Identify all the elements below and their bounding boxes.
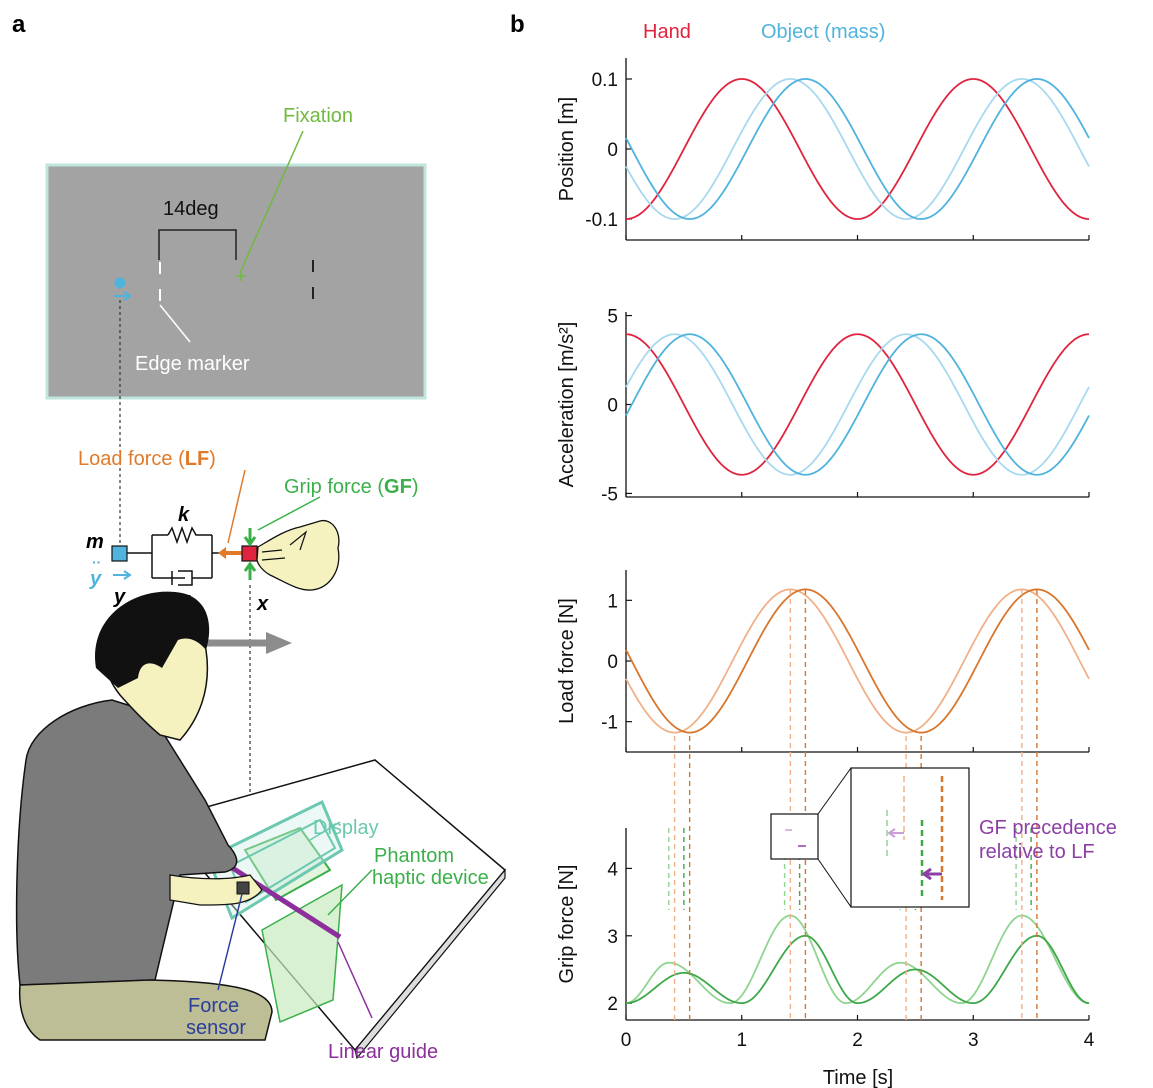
panel-b-letter: b [510, 11, 525, 38]
y-tick-label: -0.1 [585, 210, 618, 231]
y-axis-label: Position [m] [556, 97, 578, 201]
display-screen [45, 163, 427, 400]
inset-small-box [770, 813, 819, 860]
series-line-1 [625, 914, 1090, 1005]
force-sensor-label-line2: sensor [186, 1017, 246, 1039]
x-tick-label: 1 [736, 1030, 747, 1051]
subject-torso [15, 699, 238, 986]
load-force-prefix: Load force ( [78, 448, 185, 470]
object-dot [114, 277, 126, 289]
y-tick-label: -1 [601, 713, 618, 734]
series-line-1 [625, 588, 1090, 734]
x-tick-label: 4 [1084, 1030, 1095, 1051]
series-line-1 [625, 78, 1090, 220]
y-axis-label: Acceleration [m/s²] [556, 322, 578, 488]
x-tick-label: 2 [852, 1030, 863, 1051]
y-tick-label: 3 [607, 927, 618, 948]
hand-icon [256, 519, 340, 591]
y-tick-label: 0 [607, 652, 618, 673]
y-axis-label: Load force [N] [556, 598, 578, 724]
force-sensor-pointer [217, 893, 243, 991]
series-line-2 [625, 333, 1090, 476]
edge-marker-pointer [159, 304, 191, 343]
display-label: Display [313, 817, 379, 839]
angle-bracket [158, 229, 237, 260]
spring-icon [167, 525, 212, 545]
plot-area: 0.1 0 -0.1 Position [m] 5 0 -5 Acceleration [m/… [556, 58, 1095, 1051]
subplot-1: 0.1 0 -0.1 Position [m] [556, 58, 1090, 241]
series-line-2 [625, 78, 1090, 220]
angle-label: 14deg [163, 198, 219, 220]
y-tick-label: 1 [607, 591, 618, 612]
phantom-device [261, 883, 343, 1024]
fixation-cross-icon: + [235, 266, 247, 288]
grip-force-arrow-down-icon [243, 528, 257, 547]
grip-force-abbr: GF [384, 476, 412, 498]
subplot-4: 4 3 2 Grip force [N] [556, 828, 1090, 1021]
edge-marker-label: Edge marker [135, 353, 250, 375]
grip-force-label: Grip force (GF) [284, 476, 418, 498]
grip-force-prefix: Grip force ( [284, 476, 384, 498]
series-line-2 [625, 934, 1090, 1005]
inset-label-line1: GF precedence [979, 817, 1117, 839]
y-tick-label: 4 [607, 859, 618, 880]
svg-text:··: ·· [92, 554, 101, 570]
grip-force-suffix: ) [412, 476, 419, 498]
series-line-3 [625, 78, 1090, 220]
spring-symbol: k [178, 504, 190, 526]
y-axis-label: Grip force [N] [556, 865, 578, 984]
x-symbol: x [256, 593, 269, 615]
y-tick-label: 0 [607, 396, 618, 417]
x-tick-label: 3 [968, 1030, 979, 1051]
y-ddot-symbol: y [89, 568, 102, 590]
y-tick-label: 0.1 [592, 70, 618, 91]
series-line-3 [625, 333, 1090, 476]
legend-object: Object (mass) [761, 21, 885, 43]
subject-legs [18, 979, 273, 1041]
hand-block [241, 545, 258, 562]
x-tick-label: 0 [621, 1030, 632, 1051]
legend-hand: Hand [643, 21, 691, 43]
subplot-3: 1 0 -1 Load force [N] [556, 570, 1090, 753]
y-tick-label: 2 [607, 994, 618, 1015]
grip-force-arrow-up-icon [243, 561, 257, 580]
y-tick-label: 0 [607, 140, 618, 161]
precedence-inset: GF precedence relative to LF [770, 767, 1117, 908]
panel-a-letter: a [12, 11, 26, 38]
damper-icon [171, 570, 212, 586]
phantom-label-line2: haptic device [372, 867, 489, 889]
mass-symbol: m [86, 531, 104, 553]
force-sensor-label-line1: Force [188, 995, 239, 1017]
force-sensor [236, 881, 250, 895]
grip-force-pointer [257, 496, 321, 531]
inset-label-line2: relative to LF [979, 841, 1095, 863]
series-line-2 [625, 588, 1090, 734]
linear-guide-pointer [337, 941, 373, 1019]
load-force-suffix: ) [209, 448, 216, 470]
inset-zoom-box [850, 767, 970, 908]
load-force-label: Load force (LF) [78, 448, 216, 470]
y-symbol: y [113, 586, 126, 608]
fixation-pointer [239, 130, 304, 274]
display-pointer [309, 821, 341, 841]
subject-hair [95, 591, 210, 688]
phantom-pointer [327, 869, 373, 916]
x-axis-label: Time [s] [823, 1067, 893, 1088]
mass-block [111, 545, 128, 562]
subplot-2: 5 0 -5 Acceleration [m/s²] [556, 307, 1090, 505]
series-line-1 [625, 333, 1090, 476]
y-tick-label: -5 [601, 484, 618, 505]
load-force-abbr: LF [185, 448, 209, 470]
linear-guide-label: Linear guide [328, 1041, 438, 1063]
fixation-label: Fixation [283, 105, 353, 127]
y-tick-label: 5 [607, 307, 618, 328]
table-edge [354, 868, 506, 1060]
phantom-label-line1: Phantom [374, 845, 454, 867]
load-force-pointer [227, 469, 246, 544]
